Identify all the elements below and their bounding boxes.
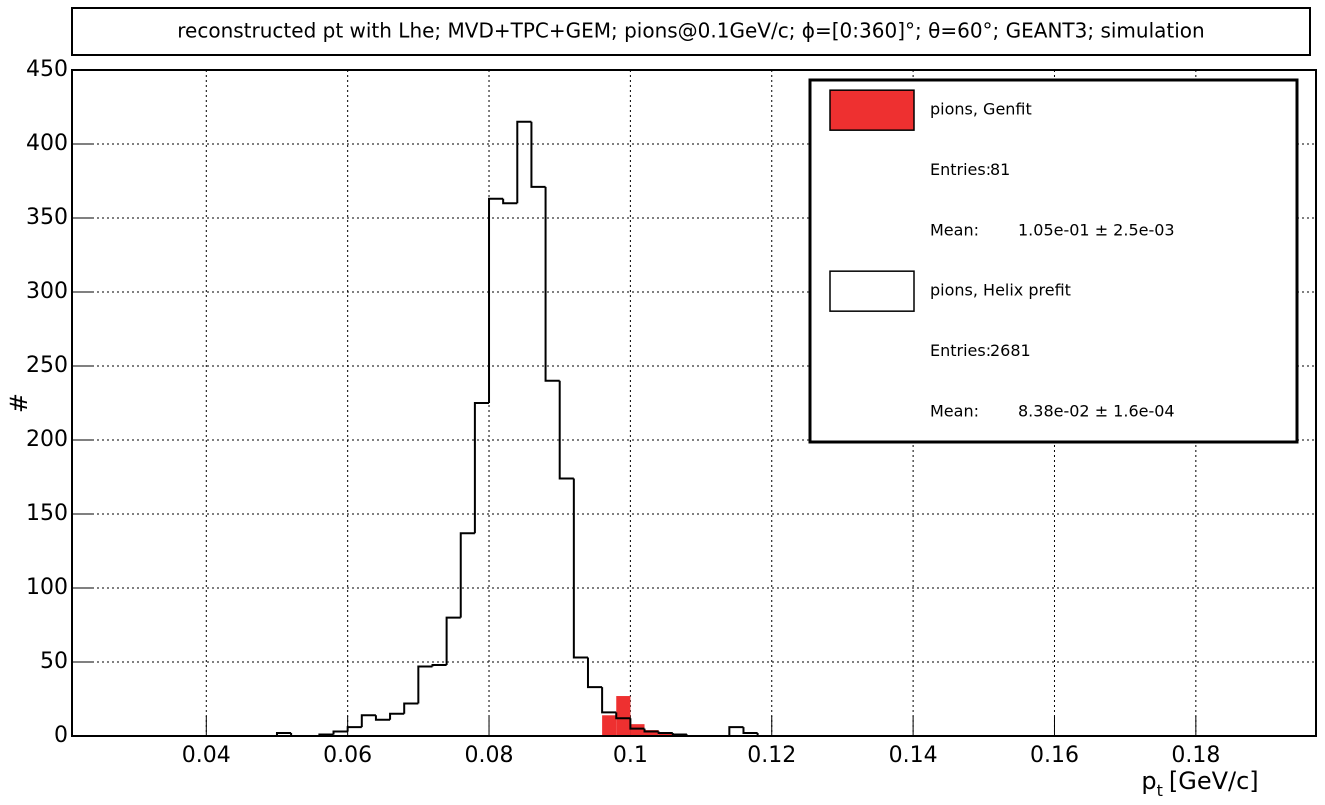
bar-outline <box>417 665 433 704</box>
y-axis-label: # <box>5 393 33 413</box>
stat-value: 2681 <box>990 341 1031 360</box>
bar-outline <box>389 712 405 720</box>
legend-label: pions, Genfit <box>930 100 1032 119</box>
title-box <box>71 7 1311 56</box>
bar-outline <box>558 380 574 480</box>
bar-outline <box>544 186 560 382</box>
y-tick-label: 350 <box>26 205 68 230</box>
x-label-base: p <box>1141 767 1156 795</box>
stat-value: 81 <box>990 160 1010 179</box>
bar-outline <box>671 733 687 736</box>
bar-outline <box>431 663 447 667</box>
bar-outline <box>728 726 744 736</box>
bar-outline <box>586 657 603 689</box>
bar-outline <box>657 731 673 735</box>
bar-outline <box>572 478 588 659</box>
x-tick-label: 0.1 <box>613 743 648 768</box>
stat-label: Mean: <box>930 401 979 420</box>
bar-outline <box>360 714 376 728</box>
legend-label: pions, Helix prefit <box>930 281 1071 300</box>
x-tick-label: 0.04 <box>182 743 231 768</box>
y-tick-label: 400 <box>26 131 68 156</box>
bar-outline <box>502 198 518 205</box>
chart-title: reconstructed pt with Lhe; MVD+TPC+GEM; … <box>177 19 1204 43</box>
x-label-unit: [GeV/c] <box>1169 767 1259 795</box>
stat-value: 8.38e-02 ± 1.6e-04 <box>1018 401 1175 420</box>
bar-outline <box>643 728 659 733</box>
bar-outline <box>346 726 362 732</box>
x-axis-label: pt [GeV/c] <box>1141 767 1258 800</box>
bar-outline <box>601 687 617 714</box>
bar-outline <box>445 616 461 665</box>
bar-outline <box>459 532 475 618</box>
y-tick-label: 250 <box>26 353 68 378</box>
x-tick-label: 0.06 <box>323 743 372 768</box>
bar-outline <box>629 718 645 730</box>
y-tick-label: 150 <box>26 501 68 526</box>
bar-outline <box>530 121 546 188</box>
stat-label: Entries: <box>930 160 991 179</box>
x-tick-label: 0.18 <box>1171 743 1220 768</box>
y-tick-label: 100 <box>26 575 68 600</box>
y-tick-label: 450 <box>26 57 68 82</box>
y-tick-label: 50 <box>40 649 68 674</box>
bar-outline <box>488 197 504 403</box>
x-tick-label: 0.14 <box>889 743 938 768</box>
bar <box>658 733 673 736</box>
x-tick-label: 0.16 <box>1030 743 1079 768</box>
bar <box>630 724 645 736</box>
stat-value: 1.05e-01 ± 2.5e-03 <box>1018 220 1175 239</box>
legend-swatch <box>829 270 915 312</box>
bar <box>644 730 659 736</box>
bar <box>602 715 617 736</box>
x-tick-label: 0.08 <box>465 743 514 768</box>
legend-box <box>808 78 1299 444</box>
bar <box>616 696 631 736</box>
stat-label: Mean: <box>930 220 979 239</box>
plot-frame <box>71 69 1317 737</box>
bar-outline <box>615 712 631 720</box>
bar-outline <box>403 702 419 714</box>
x-label-sub: t <box>1157 781 1163 800</box>
bar-outline <box>473 402 490 534</box>
y-tick-label: 0 <box>54 723 68 748</box>
legend-swatch <box>829 89 915 131</box>
bar-outline <box>332 730 348 735</box>
y-tick-label: 200 <box>26 427 68 452</box>
y-tick-label: 300 <box>26 279 68 304</box>
bar-outline <box>374 715 391 721</box>
bar-outline <box>742 727 758 735</box>
x-tick-label: 0.12 <box>747 743 796 768</box>
stat-label: Entries: <box>930 341 991 360</box>
bar-outline <box>516 120 532 204</box>
